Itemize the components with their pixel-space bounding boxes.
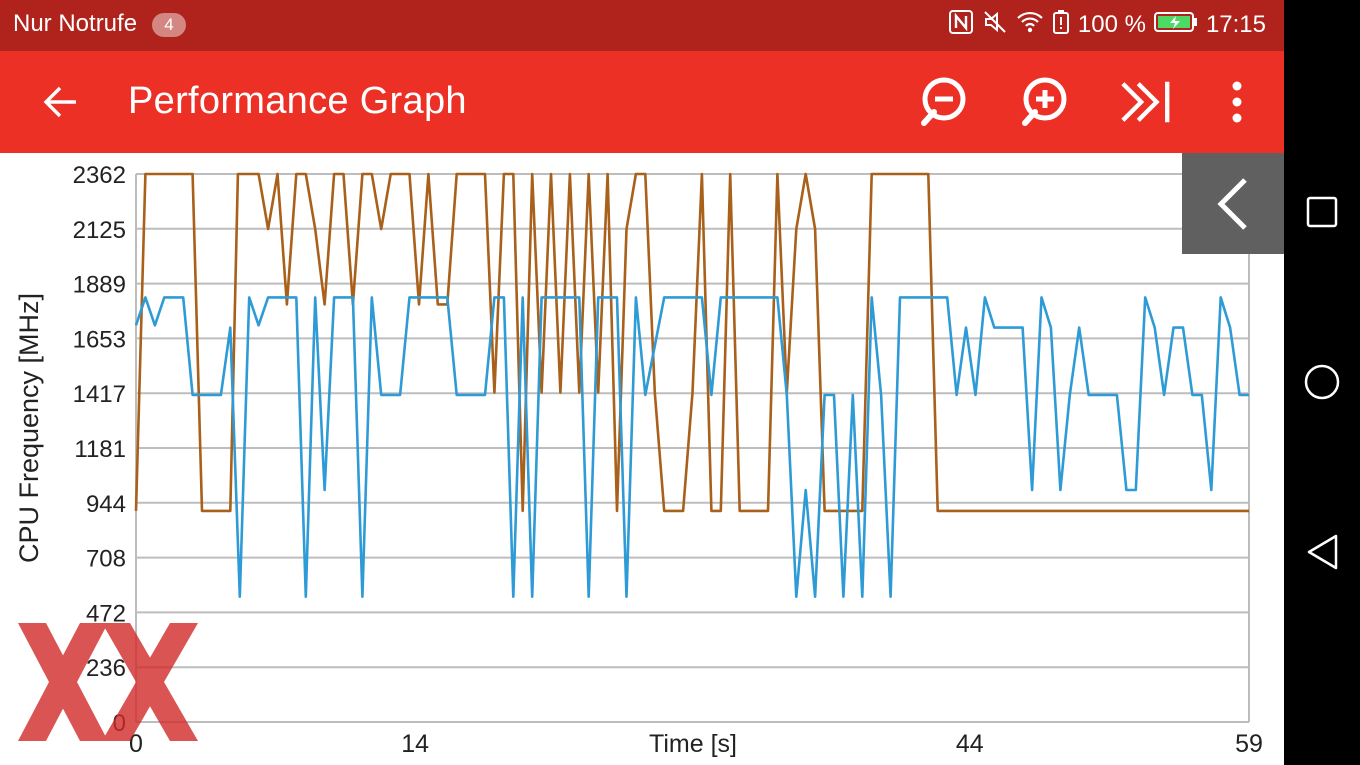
axis-layer: 0236472708944118114171653188921252362014… xyxy=(73,162,1263,758)
skip-to-end-button[interactable] xyxy=(1119,75,1173,129)
zoom-out-icon xyxy=(921,77,966,126)
y-tick-label: 236 xyxy=(86,655,126,682)
zoom-out-button[interactable] xyxy=(917,75,971,129)
performance-chart: 0236472708944118114171653188921252362014… xyxy=(14,162,1263,758)
x-tick-label: 14 xyxy=(401,730,429,758)
series-line-2 xyxy=(134,296,1249,598)
battery-percent: 100 % xyxy=(1077,11,1146,38)
y-tick-label: 944 xyxy=(86,491,126,518)
mute-icon xyxy=(982,9,1008,42)
skip-to-end-icon xyxy=(1121,81,1170,123)
back-button[interactable] xyxy=(33,75,87,129)
nfc-icon xyxy=(948,9,974,42)
x-axis-title: Time [s] xyxy=(649,730,737,758)
battery-alert-icon xyxy=(1052,9,1070,42)
y-tick-label: 472 xyxy=(86,600,126,627)
zoom-in-button[interactable] xyxy=(1018,75,1072,129)
y-tick-label: 1181 xyxy=(74,436,126,463)
x-tick-label: 59 xyxy=(1235,730,1263,758)
series-layer xyxy=(134,172,1249,598)
circle-icon xyxy=(1304,364,1340,400)
back-arrow-icon xyxy=(43,86,76,118)
back-nav-button[interactable] xyxy=(1300,530,1344,574)
grid-lines xyxy=(135,173,1250,723)
x-tick-label: 44 xyxy=(956,730,984,758)
zoom-in-icon xyxy=(1022,77,1067,126)
status-bar: Nur Notrufe 4 100 % 17:15 xyxy=(0,0,1284,51)
wifi-icon xyxy=(1016,9,1044,42)
y-tick-label: 1417 xyxy=(73,381,126,408)
y-axis-title: CPU Frequency [MHz] xyxy=(14,293,44,563)
x-tick-label: 0 xyxy=(129,730,143,758)
more-vert-icon xyxy=(1232,81,1242,123)
status-icons: 100 % 17:15 xyxy=(948,9,1266,41)
recents-button[interactable] xyxy=(1300,190,1344,234)
clock: 17:15 xyxy=(1205,11,1266,38)
y-tick-label: 708 xyxy=(86,546,126,573)
watermark-logo xyxy=(18,623,198,741)
more-options-button[interactable] xyxy=(1210,75,1264,129)
page-title: Performance Graph xyxy=(128,80,467,122)
triangle-back-icon xyxy=(1307,534,1338,570)
carrier-label: Nur Notrufe xyxy=(13,10,138,37)
home-button[interactable] xyxy=(1300,360,1344,404)
battery-charging-icon xyxy=(1153,11,1198,40)
series-line-1 xyxy=(134,172,1249,513)
system-nav-bar xyxy=(1284,0,1360,765)
side-panel-toggle[interactable] xyxy=(1182,153,1284,254)
y-tick-label: 2362 xyxy=(73,162,126,189)
y-tick-label: 1889 xyxy=(73,272,126,299)
app-bar: Performance Graph xyxy=(0,51,1284,153)
notification-count-badge: 4 xyxy=(152,13,186,37)
y-tick-label: 2125 xyxy=(73,217,126,244)
square-icon xyxy=(1306,196,1338,228)
y-tick-label: 1653 xyxy=(73,326,126,353)
chevron-left-icon xyxy=(1217,177,1247,230)
